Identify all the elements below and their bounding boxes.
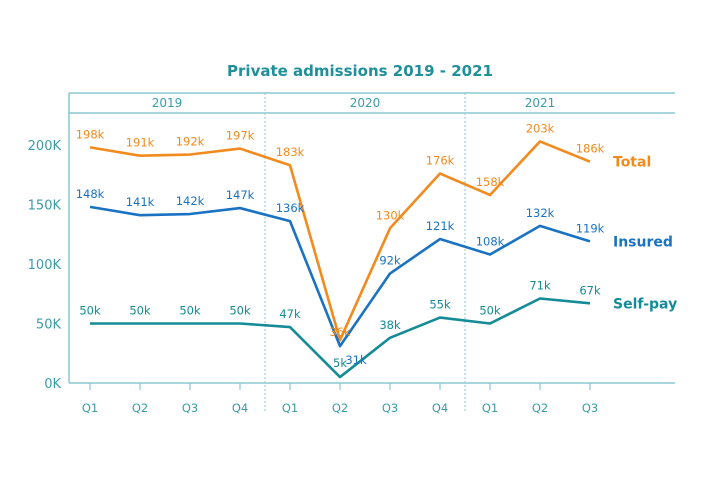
data-label: 50k xyxy=(79,304,101,318)
y-tick-label: 150K xyxy=(28,199,62,214)
y-tick-label: 200K xyxy=(28,139,62,154)
year-label: 2019 xyxy=(152,96,183,110)
data-label: 191k xyxy=(126,136,155,150)
data-label: 198k xyxy=(76,127,105,141)
x-tick-label: Q3 xyxy=(382,401,398,415)
data-label: 36k xyxy=(329,325,351,339)
chart-title: Private admissions 2019 - 2021 xyxy=(227,62,493,80)
data-label: 108k xyxy=(476,234,505,248)
data-label: 148k xyxy=(76,187,105,201)
x-tick-label: Q3 xyxy=(582,401,598,415)
x-tick-label: Q2 xyxy=(332,401,348,415)
x-tick-label: Q2 xyxy=(532,401,548,415)
data-label: 130k xyxy=(376,208,405,222)
series-line-total xyxy=(89,140,591,342)
series-line-insured xyxy=(89,205,591,348)
data-label: 136k xyxy=(276,201,305,215)
data-label: 31k xyxy=(345,353,367,367)
y-tick-label: 100K xyxy=(28,258,62,273)
data-label: 197k xyxy=(226,129,255,143)
x-tick-label: Q3 xyxy=(182,401,198,415)
data-label: 183k xyxy=(276,145,305,159)
data-label: 50k xyxy=(479,304,501,318)
series-label-insured: Insured xyxy=(613,234,673,250)
x-tick-label: Q4 xyxy=(432,401,448,415)
data-label: 67k xyxy=(579,283,601,297)
data-label: 55k xyxy=(429,298,451,312)
x-tick-label: Q1 xyxy=(282,401,298,415)
data-label: 38k xyxy=(379,318,401,332)
x-tick-label: Q2 xyxy=(132,401,148,415)
data-label: 71k xyxy=(529,279,551,293)
year-label: 2021 xyxy=(525,96,556,110)
data-label: 50k xyxy=(179,304,201,318)
series-line-self-pay xyxy=(90,297,591,379)
data-label: 186k xyxy=(576,142,605,156)
x-tick-label: Q1 xyxy=(82,401,98,415)
series-label-total: Total xyxy=(613,155,651,171)
data-label: 192k xyxy=(176,135,205,149)
data-label: 47k xyxy=(279,307,301,321)
data-label: 147k xyxy=(226,188,255,202)
y-tick-label: 0K xyxy=(44,377,61,392)
data-label: 132k xyxy=(526,206,555,220)
year-label: 2020 xyxy=(350,96,381,110)
data-label: 141k xyxy=(126,195,155,209)
data-label: 50k xyxy=(229,304,251,318)
data-label: 5k xyxy=(333,356,347,370)
data-label: 119k xyxy=(576,221,605,235)
x-tick-label: Q1 xyxy=(482,401,498,415)
data-label: 92k xyxy=(379,254,401,268)
x-tick-label: Q4 xyxy=(232,401,248,415)
data-label: 121k xyxy=(426,219,455,233)
data-label: 50k xyxy=(129,304,151,318)
data-label: 203k xyxy=(526,121,555,135)
data-label: 142k xyxy=(176,194,205,208)
series-label-self-pay: Self-pay xyxy=(613,296,677,312)
data-label: 176k xyxy=(426,154,455,168)
y-tick-label: 50K xyxy=(36,318,62,333)
data-label: 158k xyxy=(476,175,505,189)
